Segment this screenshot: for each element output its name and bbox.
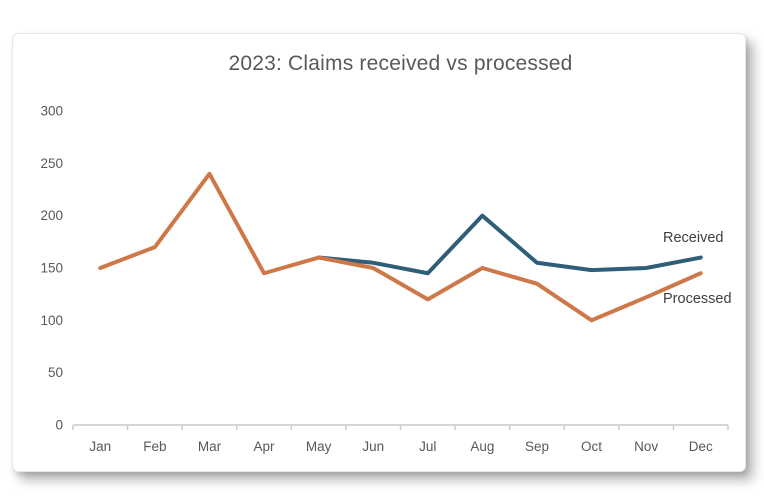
x-axis-category-label: Mar <box>198 439 222 454</box>
x-axis-category-label: Apr <box>254 439 276 454</box>
chart-card: 2023: Claims received vs processed 0 50 10… <box>12 33 746 472</box>
x-axis-line <box>72 424 729 430</box>
y-axis-tick-label: 300 <box>40 104 63 119</box>
x-axis-category-label: Oct <box>581 439 602 454</box>
series-end-label-received: Received <box>663 230 724 246</box>
x-axis-category-label: Feb <box>143 439 166 454</box>
x-axis-category-label: Dec <box>689 439 713 454</box>
x-axis-category-label: Nov <box>634 439 658 454</box>
y-axis-tick-label: 50 <box>48 365 63 380</box>
line-chart-canvas: 0 50 100 150 200 250 300 Jan Feb Mar Apr May Jun Jul A… <box>40 104 729 454</box>
y-axis-tick-label: 250 <box>40 156 63 171</box>
chart-title: 2023: Claims received vs processed <box>228 52 573 75</box>
y-axis-tick-label: 0 <box>55 418 63 433</box>
x-axis-category-label: May <box>306 439 332 454</box>
x-axis-category-label: Jul <box>419 439 436 454</box>
y-axis-tick-label: 100 <box>40 313 63 328</box>
series-line-processed <box>98 171 703 323</box>
x-axis-category-label: Jun <box>362 439 384 454</box>
series-line-received <box>316 213 703 276</box>
x-axis-category-label: Aug <box>470 439 494 454</box>
series-end-label-processed: Processed <box>663 291 732 307</box>
x-axis-category-label: Jan <box>89 439 111 454</box>
y-axis-tick-label: 150 <box>40 261 63 276</box>
y-axis-tick-label: 200 <box>40 208 63 223</box>
x-axis-category-label: Sep <box>525 439 549 454</box>
